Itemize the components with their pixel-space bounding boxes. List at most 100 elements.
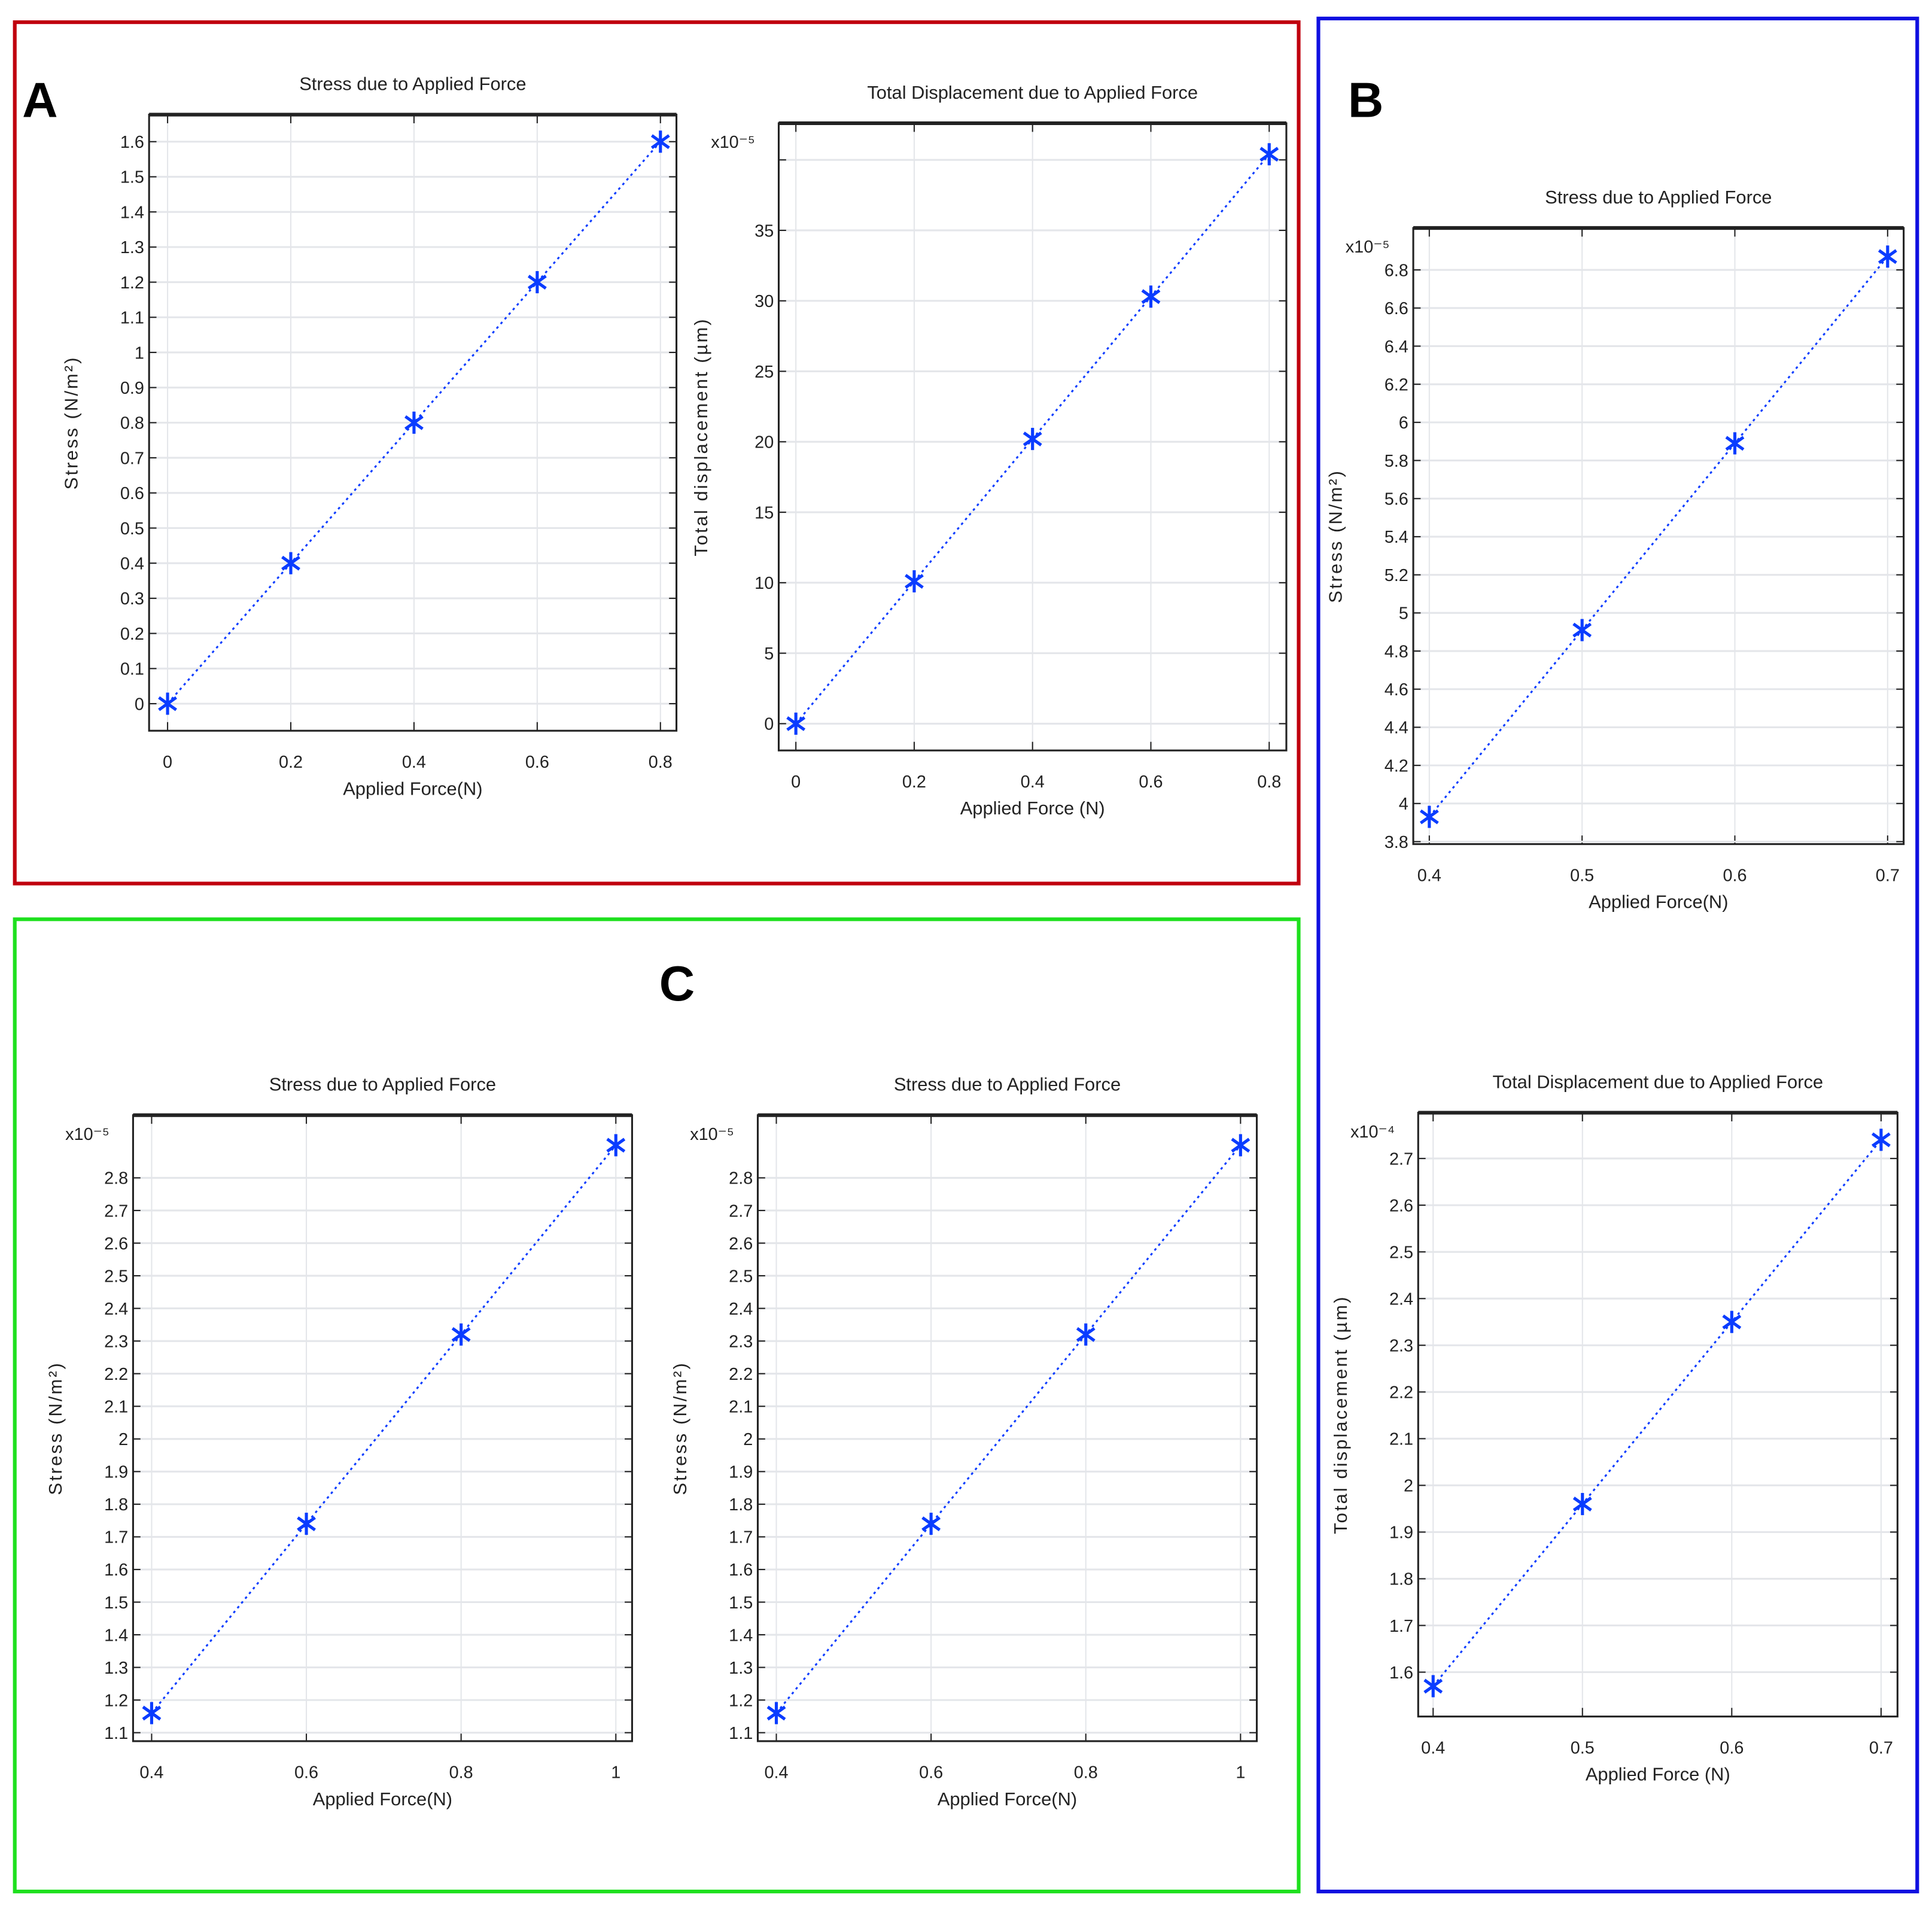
marker-stroke bbox=[451, 1327, 471, 1342]
axis-multiplier: x10⁻⁴ bbox=[1350, 1123, 1395, 1142]
x-tick-label: 0.2 bbox=[279, 753, 303, 772]
y-tick-label: 35 bbox=[754, 221, 774, 241]
y-tick-label: 2.3 bbox=[104, 1332, 128, 1351]
data-point-asterisk-marker bbox=[451, 1323, 471, 1346]
chart-title: Stress due to Applied Force bbox=[894, 1074, 1121, 1095]
plot-area bbox=[757, 1115, 1257, 1741]
y-tick-label: 2.5 bbox=[1389, 1243, 1413, 1262]
data-point-asterisk-marker bbox=[1141, 285, 1161, 308]
y-tick-label: 1.6 bbox=[120, 133, 144, 152]
y-tick-label: 6.6 bbox=[1385, 299, 1408, 318]
marker-stroke bbox=[1572, 1497, 1592, 1511]
marker-stroke bbox=[281, 555, 300, 571]
data-point-asterisk-marker bbox=[1259, 143, 1279, 166]
chart-5: 0.4 0.6 0.8 1 1.1 1.2 1.3 1.4 1.5 1.6 1.7 1.8 1.9 2 2.… bbox=[45, 1074, 633, 1809]
y-tick-label: 5 bbox=[1399, 604, 1408, 624]
x-tick-label: 0.4 bbox=[1021, 772, 1045, 792]
y-tick-label: 1.7 bbox=[729, 1528, 753, 1547]
y-tick-label: 1.1 bbox=[120, 309, 144, 328]
plot-area bbox=[133, 1115, 632, 1741]
marker-stroke bbox=[1419, 809, 1439, 825]
marker-stroke bbox=[650, 134, 670, 150]
data-point-asterisk-marker bbox=[1419, 805, 1439, 828]
chart-title: Total Displacement due to Applied Force bbox=[1492, 1071, 1823, 1092]
y-axis-label: Total displacement (µm) bbox=[1330, 1295, 1351, 1534]
x-tick-label: 0.6 bbox=[919, 1763, 943, 1783]
y-tick-label: 4.2 bbox=[1385, 756, 1408, 775]
y-tick-label: 6 bbox=[1399, 413, 1408, 433]
chart-6: 0.4 0.6 0.8 1 1.1 1.2 1.3 1.4 1.5 1.6 1.7 1.8 1.9 2 2.… bbox=[670, 1074, 1258, 1809]
x-axis-label: Applied Force(N) bbox=[313, 1789, 452, 1809]
data-point-asterisk-marker bbox=[158, 692, 177, 715]
y-tick-label: 20 bbox=[754, 433, 774, 452]
x-tick-label: 0.8 bbox=[649, 753, 673, 772]
x-tick-label: 0.4 bbox=[402, 753, 426, 772]
chart-title: Total Displacement due to Applied Force bbox=[867, 82, 1198, 103]
y-tick-label: 2.5 bbox=[104, 1267, 128, 1286]
y-tick-label: 2.6 bbox=[729, 1234, 753, 1254]
axis-multiplier: x10⁻⁵ bbox=[1346, 238, 1390, 257]
data-point-asterisk-marker bbox=[1023, 428, 1042, 451]
panel-b-border bbox=[1316, 16, 1919, 1894]
marker-stroke bbox=[1141, 289, 1161, 305]
x-tick-label: 0.8 bbox=[449, 1763, 473, 1783]
x-tick-label: 0.4 bbox=[139, 1763, 163, 1783]
x-tick-label: 0.6 bbox=[1720, 1738, 1744, 1757]
data-point-asterisk-marker bbox=[142, 1702, 162, 1725]
chart-4: 0.4 0.5 0.6 0.7 1.6 1.7 1.8 1.9 2 2.1 2.2 2.3 2.4 2.5… bbox=[1330, 1071, 1898, 1785]
data-point-asterisk-marker bbox=[1722, 1310, 1742, 1333]
y-tick-label: 5.4 bbox=[1385, 528, 1408, 547]
chart-1: 0 0.2 0.4 0.6 0.8 0 0.1 0.2 0.3 0.4 0.5 0.6 0.7 0.8 0.… bbox=[61, 73, 678, 799]
y-tick-label: 1.3 bbox=[104, 1659, 128, 1678]
y-tick-label: 1.2 bbox=[729, 1691, 753, 1710]
data-point-asterisk-marker bbox=[905, 570, 924, 593]
y-tick-label: 1.4 bbox=[104, 1626, 128, 1645]
marker-stroke bbox=[786, 716, 806, 731]
data-point-asterisk-marker bbox=[1572, 619, 1592, 641]
y-tick-label: 4.6 bbox=[1385, 680, 1408, 699]
x-tick-label: 0.6 bbox=[1723, 866, 1747, 885]
y-tick-label: 1.4 bbox=[729, 1626, 753, 1645]
marker-stroke bbox=[142, 1705, 162, 1721]
y-tick-label: 4 bbox=[1399, 795, 1408, 814]
y-tick-label: 2.6 bbox=[1389, 1196, 1413, 1215]
marker-stroke bbox=[1023, 431, 1042, 446]
y-tick-label: 1.5 bbox=[120, 168, 144, 187]
y-tick-label: 30 bbox=[754, 292, 774, 311]
y-tick-label: 2.1 bbox=[104, 1398, 128, 1417]
x-tick-label: 0.2 bbox=[902, 772, 926, 792]
x-tick-label: 0 bbox=[163, 753, 172, 772]
y-tick-label: 1.7 bbox=[1389, 1617, 1413, 1636]
data-point-asterisk-marker bbox=[1878, 245, 1897, 268]
y-tick-label: 2.2 bbox=[1389, 1383, 1413, 1403]
y-tick-label: 1.6 bbox=[1389, 1663, 1413, 1683]
data-point-asterisk-marker bbox=[606, 1134, 626, 1157]
marker-stroke bbox=[404, 415, 424, 430]
y-tick-label: 0 bbox=[764, 715, 774, 734]
data-point-asterisk-marker bbox=[297, 1513, 316, 1535]
x-tick-label: 0.7 bbox=[1869, 1738, 1893, 1757]
data-point-asterisk-marker bbox=[1725, 432, 1745, 455]
y-tick-label: 1.9 bbox=[729, 1463, 753, 1482]
marker-stroke bbox=[1076, 1327, 1096, 1342]
y-tick-label: 2.4 bbox=[729, 1300, 753, 1319]
marker-stroke bbox=[1722, 1314, 1742, 1330]
y-tick-label: 1.7 bbox=[104, 1528, 128, 1547]
y-tick-label: 0.5 bbox=[120, 519, 144, 539]
y-tick-label: 2 bbox=[1404, 1477, 1413, 1496]
y-tick-label: 1.5 bbox=[729, 1593, 753, 1613]
x-tick-label: 1 bbox=[1236, 1763, 1245, 1783]
data-point-asterisk-marker bbox=[921, 1513, 941, 1535]
marker-stroke bbox=[297, 1516, 316, 1531]
y-tick-label: 10 bbox=[754, 574, 774, 593]
y-tick-label: 0 bbox=[135, 695, 144, 714]
y-tick-label: 2.8 bbox=[104, 1169, 128, 1188]
y-tick-label: 2.4 bbox=[104, 1300, 128, 1319]
series-line bbox=[1432, 1139, 1882, 1687]
y-tick-label: 0.6 bbox=[120, 484, 144, 503]
y-tick-label: 0.1 bbox=[120, 660, 144, 679]
marker-stroke bbox=[1725, 436, 1745, 451]
data-point-asterisk-marker bbox=[1076, 1323, 1096, 1346]
